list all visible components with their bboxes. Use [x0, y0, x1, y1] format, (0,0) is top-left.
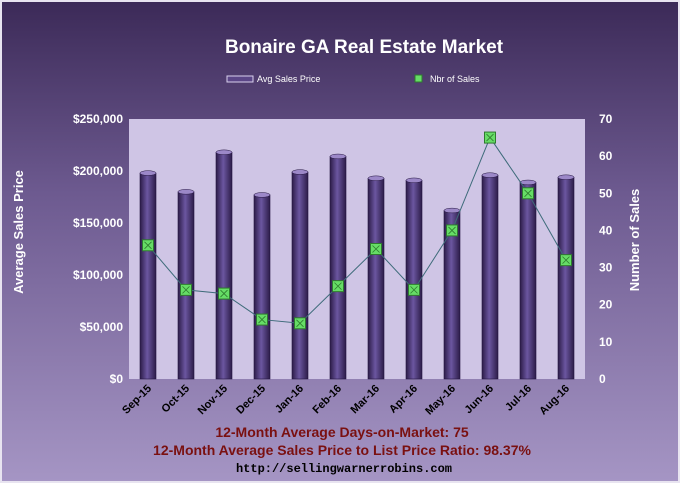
y-axis-right: 0 10 20 30 40 50 60 70: [599, 112, 613, 386]
y2-axis-label: Number of Sales: [627, 189, 642, 292]
y2-tick-label: 60: [599, 149, 613, 163]
x-tick-label: Jun-16: [463, 383, 497, 417]
x-tick-label: Mar-16: [349, 383, 383, 417]
y-tick-label: $150,000: [73, 216, 123, 230]
plot-area: [129, 119, 585, 379]
x-tick-label: Sep-15: [120, 383, 154, 417]
sales-marker-cross-Mar-16: [372, 245, 380, 253]
bar-top-Dec-15: [253, 192, 271, 198]
y-axis-left: $0 $50,000 $100,000 $150,000 $200,000 $250,00…: [73, 112, 123, 386]
x-tick-label: Aug-16: [537, 383, 572, 418]
x-tick-label: Oct-15: [159, 383, 192, 416]
y2-tick-label: 30: [599, 261, 613, 275]
days-on-market-text: 12-Month Average Days-on-Market: 75: [215, 424, 469, 440]
bar-top-Sep-15: [139, 170, 157, 176]
bar-Aug-16: [557, 176, 575, 380]
y-axis-label: Average Sales Price: [11, 170, 26, 294]
y-tick-label: $200,000: [73, 164, 123, 178]
y2-tick-label: 0: [599, 372, 606, 386]
price-ratio-text: 12-Month Average Sales Price to List Pri…: [153, 442, 531, 458]
y2-tick-label: 10: [599, 335, 613, 349]
bars-group: [139, 149, 575, 380]
bar-Jan-16: [291, 171, 309, 380]
bar-Feb-16: [329, 156, 347, 380]
sales-marker-cross-May-16: [448, 226, 456, 235]
legend: Avg Sales Price Nbr of Sales: [226, 74, 480, 84]
bar-top-Mar-16: [367, 175, 385, 181]
bar-top-Feb-16: [329, 153, 347, 160]
legend-marker-nbr-of-sales: [414, 74, 423, 83]
sales-marker-cross-Sep-15: [144, 241, 152, 250]
x-tick-label: Nov-15: [196, 383, 230, 417]
sales-marker-cross-Nov-15: [220, 289, 228, 298]
bar-top-Oct-15: [177, 189, 195, 195]
y2-tick-label: 20: [599, 298, 613, 312]
sales-line-group: [142, 131, 572, 330]
legend-label-avg-sales-price: Avg Sales Price: [257, 74, 320, 84]
sales-marker-cross-Dec-15: [258, 315, 266, 324]
bar-Jun-16: [481, 174, 499, 380]
bar-top-Jun-16: [481, 172, 499, 178]
y-tick-label: $250,000: [73, 112, 123, 126]
bar-top-May-16: [443, 207, 461, 214]
bar-top-Nov-15: [215, 149, 233, 155]
y-tick-label: $100,000: [73, 268, 123, 282]
bar-Apr-16: [405, 180, 423, 380]
y-tick-label: $50,000: [80, 320, 124, 334]
x-tick-label: Apr-16: [387, 383, 420, 416]
x-tick-label: Feb-16: [311, 383, 345, 417]
bar-Jul-16: [519, 182, 537, 380]
y2-tick-label: 70: [599, 112, 613, 126]
y2-tick-label: 50: [599, 186, 613, 200]
legend-label-nbr-of-sales: Nbr of Sales: [430, 74, 480, 84]
x-tick-label: Jul-16: [503, 383, 534, 414]
sales-marker-cross-Feb-16: [334, 282, 342, 290]
bar-Mar-16: [367, 177, 385, 380]
y2-tick-label: 40: [599, 223, 613, 237]
website-link[interactable]: http://sellingwarnerrobins.com: [236, 462, 452, 476]
bar-top-Jan-16: [291, 169, 309, 175]
bar-Sep-15: [139, 172, 157, 380]
y-tick-label: $0: [110, 372, 124, 386]
sales-marker-cross-Jan-16: [296, 319, 304, 328]
x-tick-label: May-16: [423, 383, 458, 418]
x-tick-label: Jan-16: [273, 383, 306, 416]
bar-Dec-15: [253, 194, 271, 380]
sales-marker-cross-Jul-16: [524, 189, 532, 198]
sales-line: [147, 136, 567, 324]
sales-marker-cross-Apr-16: [410, 286, 418, 294]
chart-title: Bonaire GA Real Estate Market: [225, 37, 504, 58]
bar-top-Apr-16: [405, 177, 423, 184]
sales-marker-cross-Aug-16: [562, 256, 570, 264]
sales-marker-cross-Oct-15: [182, 286, 190, 294]
bar-top-Jul-16: [519, 179, 537, 186]
legend-swatch-avg-sales-price: [226, 75, 254, 83]
x-tick-label: Dec-15: [234, 383, 268, 417]
x-axis: Sep-15 Oct-15 Nov-15 Dec-15 Jan-16 Feb-16 Mar-…: [120, 383, 572, 418]
sales-marker-cross-Jun-16: [486, 133, 494, 142]
bar-Nov-15: [215, 151, 233, 380]
bar-top-Aug-16: [557, 174, 575, 180]
